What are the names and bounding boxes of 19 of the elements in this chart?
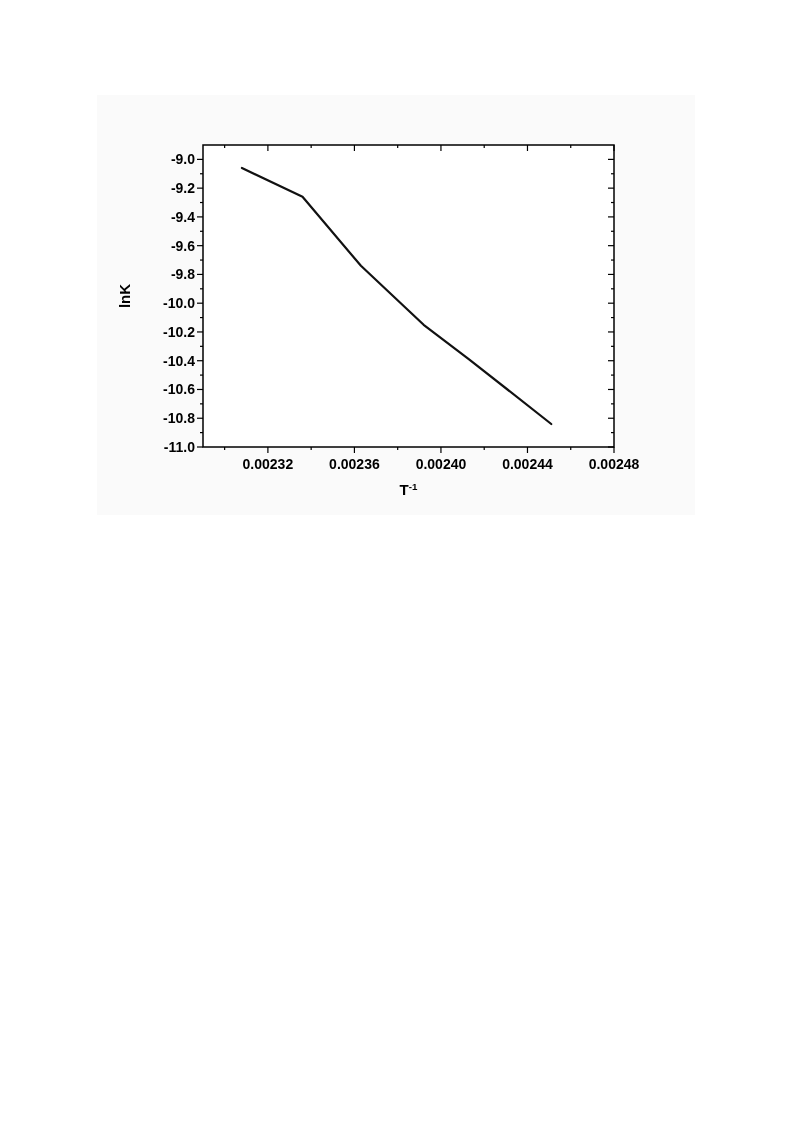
y-tick-label: -10.6 [163, 381, 196, 398]
line-series [240, 166, 553, 426]
y-axis-title: lnK [116, 283, 133, 309]
x-tick-label: 0.00232 [242, 456, 294, 472]
y-tick-label: -10.2 [163, 323, 196, 340]
y-tick-label: -10.8 [163, 410, 196, 427]
y-tick-label: -9.2 [170, 180, 196, 197]
x-tick-label: 0.00240 [415, 456, 467, 472]
x-tick-label: 0.00244 [502, 456, 553, 472]
y-tick-label: -10.4 [163, 352, 196, 369]
x-axis-title: T$^{-1}$ [399, 480, 418, 498]
y-tick-label: -9.0 [170, 151, 196, 168]
y-tick-label: -10.0 [163, 295, 196, 312]
y-tick-label: -11.0 [163, 439, 196, 455]
y-tick-label: -9.6 [170, 237, 196, 254]
x-tick-label: 0.00248 [588, 456, 640, 472]
y-tick-label: -9.8 [170, 266, 196, 283]
x-tick-label: 0.00236 [329, 456, 380, 472]
y-tick-label: -9.4 [170, 208, 196, 225]
